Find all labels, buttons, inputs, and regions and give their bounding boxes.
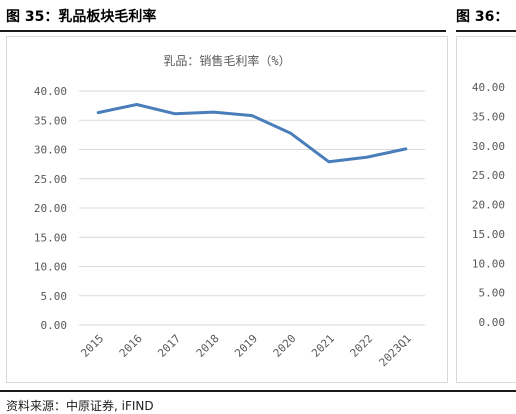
- figure-36-title: 图 36：: [456, 9, 509, 25]
- y-tick-label-right: 20.00: [472, 199, 505, 212]
- x-tick-label: 2015: [78, 332, 106, 360]
- y-tick-label-right: 25.00: [472, 169, 505, 182]
- partial-chart-right: 40.00 35.00 30.00 25.00 20.00 15.00 10.00 5.00 0…: [472, 81, 505, 329]
- y-tick-label: 10.00: [34, 261, 67, 274]
- y-tick-label-right: 30.00: [472, 140, 505, 153]
- y-tick-label-right: 5.00: [479, 287, 506, 300]
- chart-panel-left: 乳品：销售毛利率（%） 40.00 35.00 30.00 25.00 20.00 15.…: [6, 36, 448, 383]
- title-rule-left: [0, 30, 446, 32]
- footer-rule: [0, 390, 516, 392]
- y-tick-label-right: 40.00: [472, 81, 505, 94]
- title-rule-right: [456, 30, 516, 32]
- y-tick-label: 40.00: [34, 85, 67, 98]
- x-tick-label: 2022: [348, 332, 376, 360]
- y-tick-label-right: 0.00: [479, 316, 506, 329]
- x-tick-label: 2020: [271, 332, 299, 360]
- y-tick-label: 25.00: [34, 173, 67, 186]
- y-axis-ticks: 40.00 35.00 30.00 25.00 20.00 15.00 10.00 5.00 0…: [34, 85, 67, 332]
- series-line: [96, 103, 408, 164]
- line-chart: 乳品：销售毛利率（%） 40.00 35.00 30.00 25.00 20.00 15.…: [34, 53, 425, 369]
- y-tick-label-right: 15.00: [472, 228, 505, 241]
- chart-title: 乳品：销售毛利率（%）: [163, 53, 290, 68]
- y-tick-label: 0.00: [41, 319, 68, 332]
- y-tick-label: 5.00: [41, 290, 68, 303]
- x-tick-label: 2019: [232, 332, 260, 360]
- source-note: 资料来源：中原证券, iFIND: [6, 399, 154, 413]
- x-tick-label: 2017: [155, 332, 183, 360]
- x-tick-label: 2021: [309, 332, 337, 360]
- figure-35-title: 图 35：乳品板块毛利率: [6, 9, 157, 25]
- y-tick-label: 15.00: [34, 231, 67, 244]
- x-tick-label: 2016: [117, 332, 145, 360]
- chart-panel-right: 40.00 35.00 30.00 25.00 20.00 15.00 10.00 5.00 0…: [456, 36, 516, 383]
- y-tick-label-right: 10.00: [472, 257, 505, 270]
- y-tick-label: 30.00: [34, 144, 67, 157]
- y-tick-label: 20.00: [34, 202, 67, 215]
- x-tick-label: 2018: [194, 332, 222, 360]
- y-axis-ticks-right: 40.00 35.00 30.00 25.00 20.00 15.00 10.00 5.00 0…: [472, 81, 505, 329]
- x-axis-ticks: 2015 2016 2017 2018 2019 2020 2021 2022 2023Q1: [78, 332, 413, 369]
- y-tick-label: 35.00: [34, 114, 67, 127]
- x-tick-label: 2023Q1: [377, 332, 414, 369]
- y-tick-label-right: 35.00: [472, 110, 505, 123]
- gridlines: [79, 90, 425, 326]
